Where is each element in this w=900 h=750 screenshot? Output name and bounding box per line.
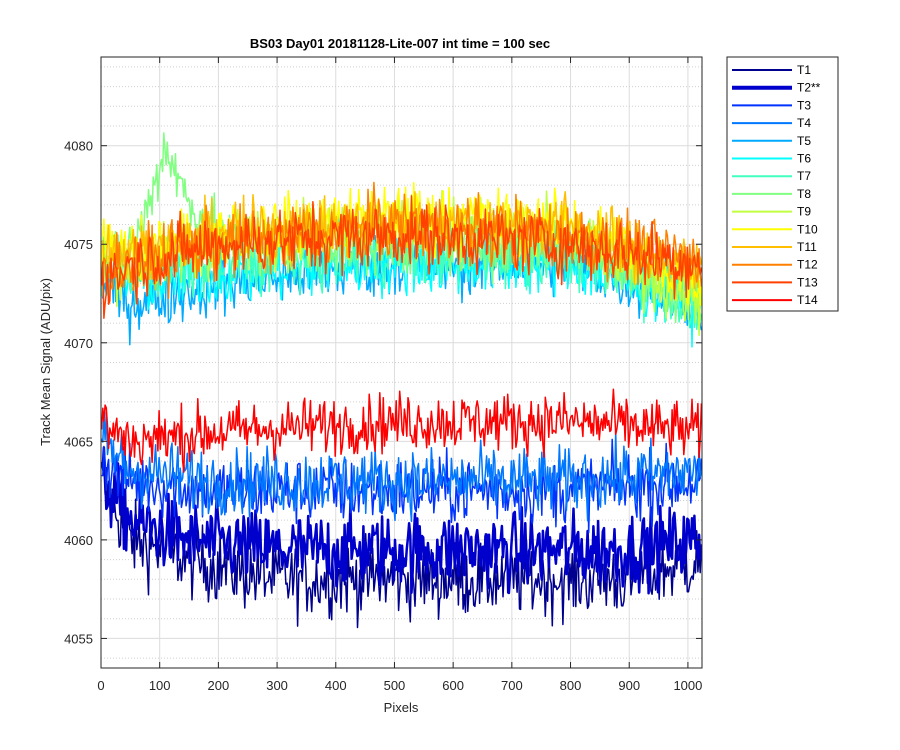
grid [100, 57, 702, 668]
legend-label: T2** [797, 81, 821, 95]
legend-label: T12 [797, 258, 818, 272]
x-tick-label: 200 [208, 678, 230, 693]
series-line-t14 [101, 388, 702, 473]
x-tick-label: 600 [442, 678, 464, 693]
legend-box [726, 56, 839, 312]
y-tick-label: 4070 [64, 336, 93, 351]
legend-label: T11 [797, 240, 817, 254]
y-tick-label: 4055 [64, 631, 93, 646]
series-line-t5 [101, 221, 702, 346]
legend-label: T7 [797, 169, 811, 183]
x-tick-label: 800 [560, 678, 582, 693]
legend-label: T10 [797, 222, 818, 236]
plot-frame [100, 56, 703, 669]
legend-label: T6 [797, 152, 811, 166]
series-line-t2 [101, 446, 702, 595]
x-axis-ticks: 0 100 200 300 400 500 600 700 800 900 1000 [97, 57, 702, 693]
legend-label: T14 [797, 293, 818, 307]
series-line-t9 [101, 189, 702, 337]
legend-label: T4 [797, 116, 811, 130]
y-tick-label: 4065 [64, 434, 93, 449]
legend-label: T5 [797, 134, 811, 148]
y-tick-label: 4060 [64, 533, 93, 548]
x-tick-label: 100 [149, 678, 171, 693]
y-tick-label: 4080 [64, 139, 93, 154]
legend-label: T3 [797, 98, 811, 112]
legend-label: T13 [797, 275, 818, 289]
legend-label: T9 [797, 205, 811, 219]
y-axis-label: Track Mean Signal (ADU/pix) [38, 278, 53, 446]
series-line-t13 [101, 195, 702, 319]
x-tick-label: 1000 [673, 678, 702, 693]
x-axis-label: Pixels [384, 700, 419, 715]
x-tick-label: 700 [501, 678, 523, 693]
x-tick-label: 500 [384, 678, 406, 693]
y-tick-label: 4075 [64, 237, 93, 252]
x-tick-label: 900 [618, 678, 640, 693]
x-tick-label: 300 [266, 678, 288, 693]
legend: T1 T2** T3 T4 T5 T6 T7 T8 T9 T10 T11 T12 T13 T14 [726, 56, 839, 312]
x-tick-label: 0 [97, 678, 104, 693]
legend-label: T1 [797, 63, 811, 77]
series-line-t4 [101, 411, 702, 523]
chart-title: BS03 Day01 20181128-Lite-007 int time = … [250, 36, 550, 51]
x-tick-label: 400 [325, 678, 347, 693]
series-line-t6 [101, 228, 702, 348]
legend-label: T8 [797, 187, 811, 201]
series-lines [101, 132, 702, 629]
y-axis-ticks: 4055 4060 4065 4070 4075 4080 [64, 139, 702, 646]
